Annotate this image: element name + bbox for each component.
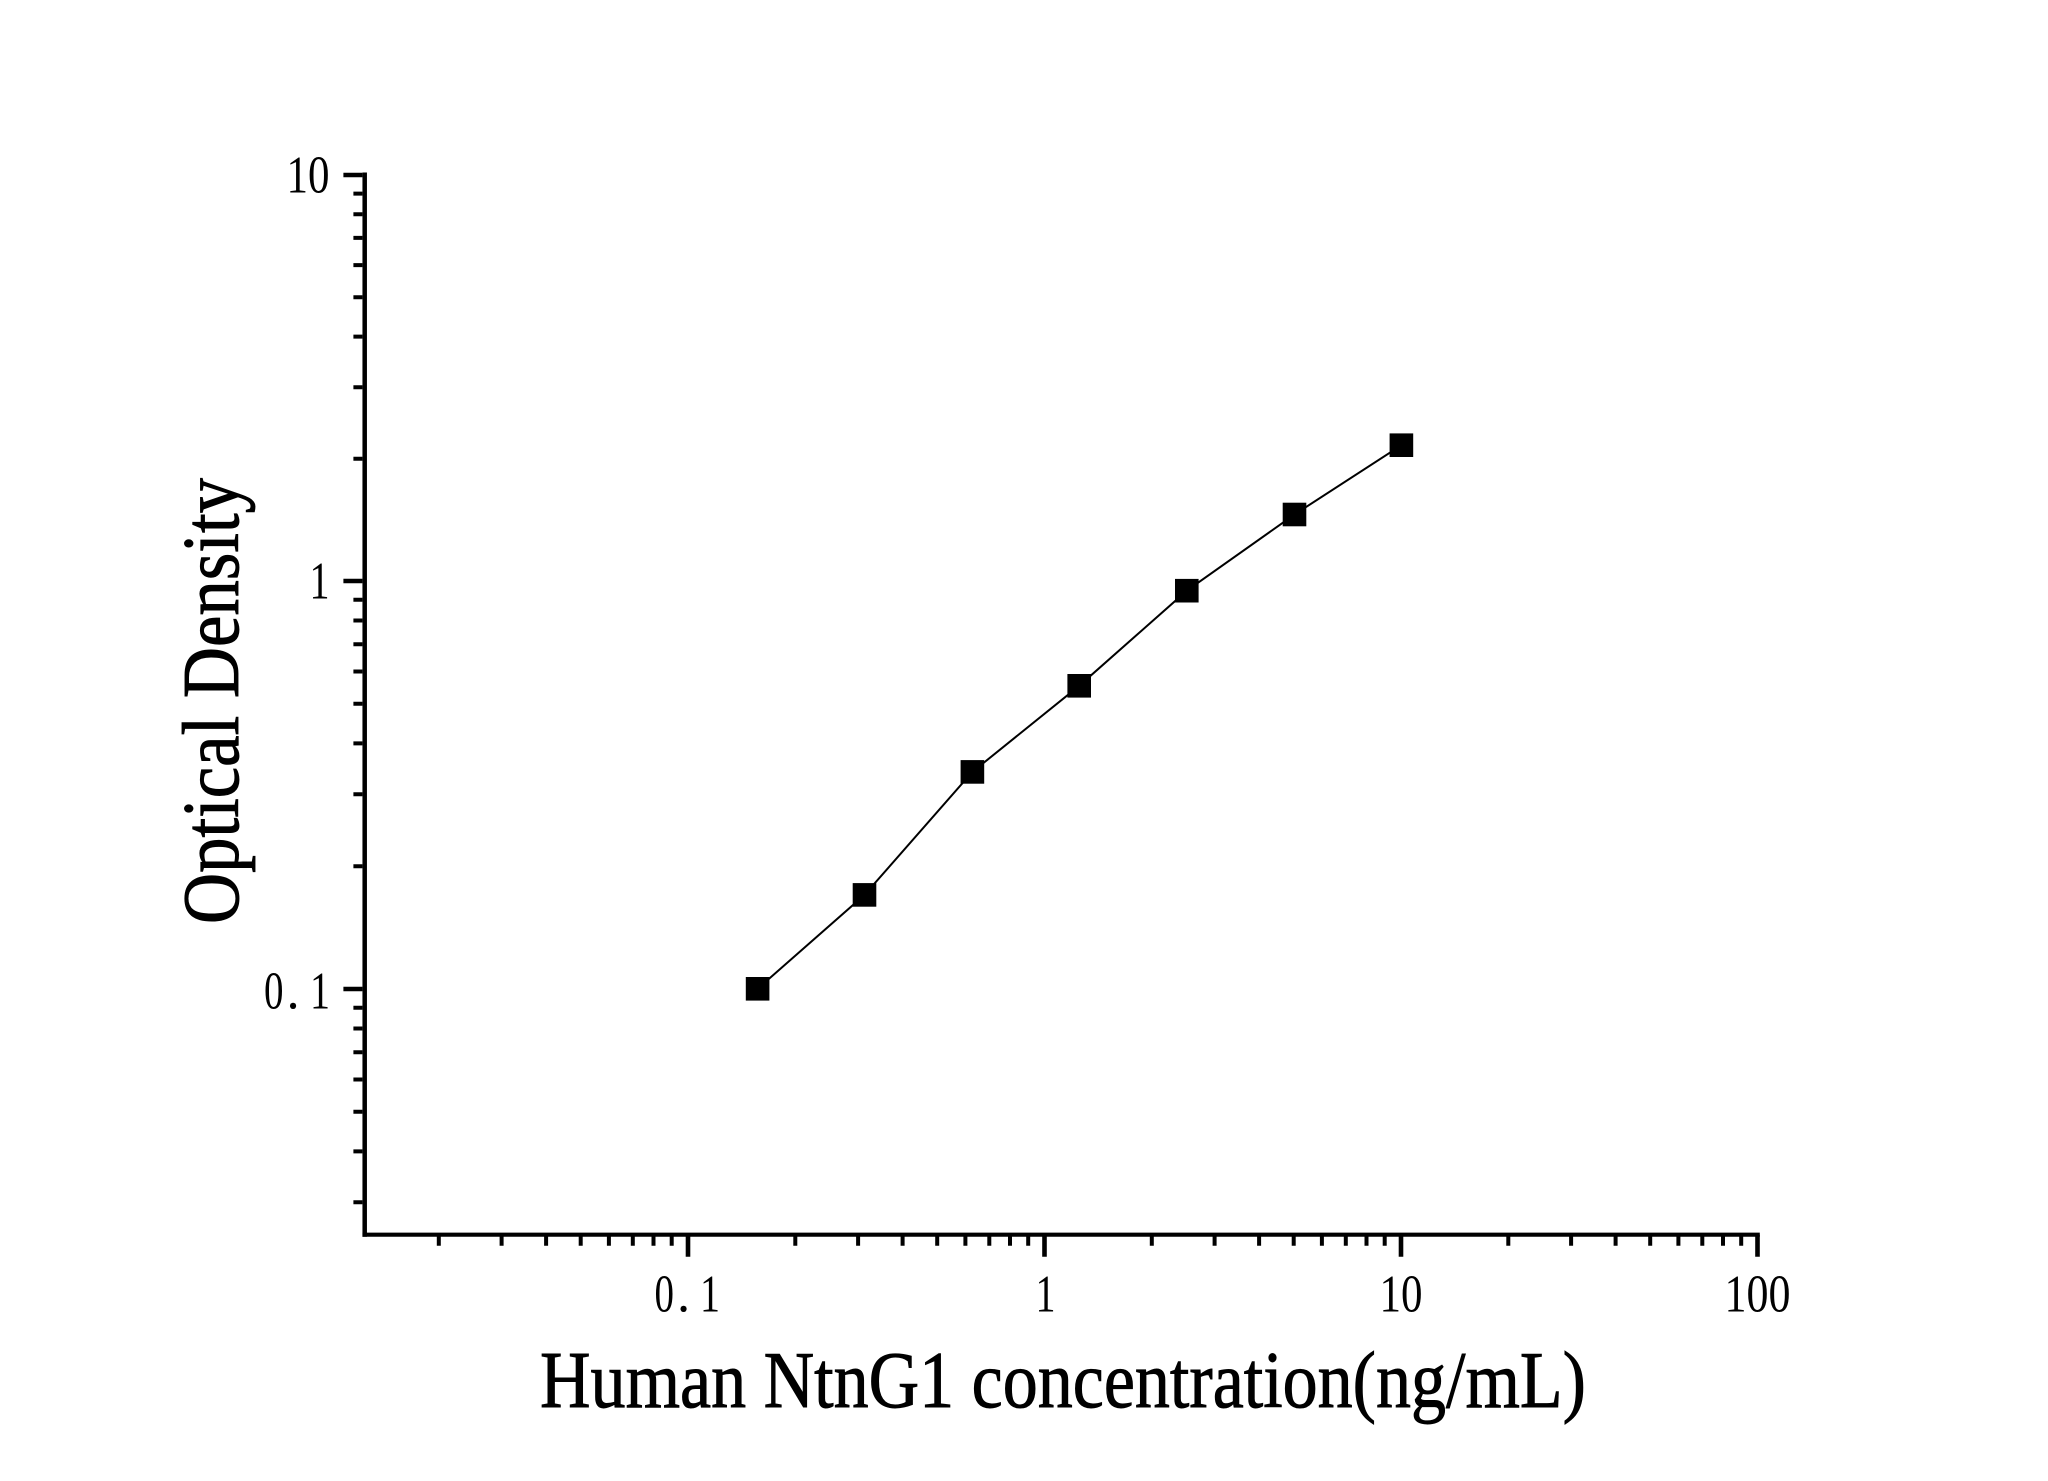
svg-text:10: 10 bbox=[287, 147, 330, 205]
svg-text:.: . bbox=[677, 1266, 690, 1324]
svg-text:100: 100 bbox=[1725, 1266, 1791, 1324]
svg-text:1: 1 bbox=[310, 553, 330, 611]
svg-text:1: 1 bbox=[310, 963, 330, 1021]
svg-text:Human NtnG1 concentration(ng/m: Human NtnG1 concentration(ng/mL) bbox=[540, 1336, 1586, 1425]
svg-text:.: . bbox=[287, 963, 300, 1021]
svg-text:1: 1 bbox=[700, 1266, 720, 1324]
svg-text:10: 10 bbox=[1380, 1266, 1423, 1324]
svg-text:0: 0 bbox=[264, 963, 284, 1021]
svg-text:Optical Density: Optical Density bbox=[167, 478, 256, 924]
svg-text:0: 0 bbox=[655, 1266, 675, 1324]
svg-text:1: 1 bbox=[1036, 1266, 1056, 1324]
